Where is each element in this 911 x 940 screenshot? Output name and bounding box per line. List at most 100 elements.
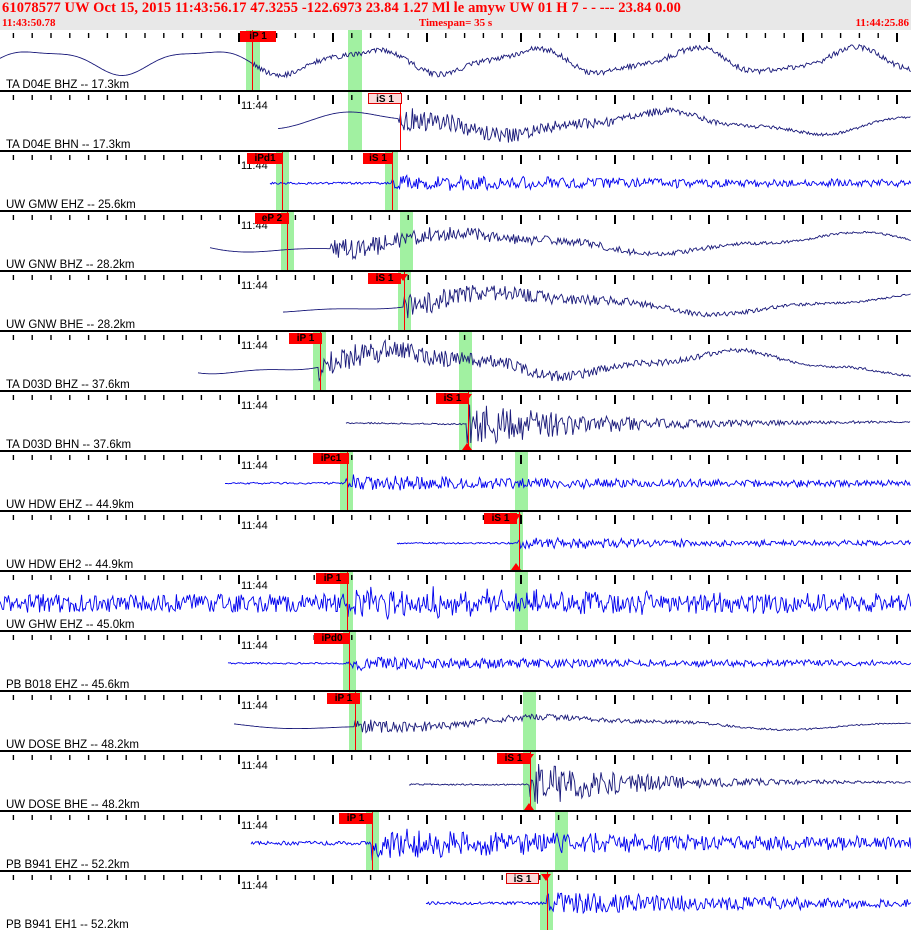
pick-amplitude-marker bbox=[511, 563, 521, 570]
arrival-window-band bbox=[459, 332, 472, 390]
trace-row[interactable]: 11:44 iS 1 UW GNW BHE -- 28.2km bbox=[0, 270, 911, 330]
time-axis-ticks bbox=[0, 452, 911, 464]
arrival-window-band bbox=[515, 572, 528, 630]
trace-row[interactable]: 11:44 iS 1 TA D03D BHN -- 37.6km bbox=[0, 390, 911, 450]
waveform-plot bbox=[0, 272, 911, 330]
time-axis-ticks bbox=[0, 872, 911, 884]
pick-marker-line[interactable] bbox=[349, 632, 350, 690]
pick-marker-line[interactable] bbox=[547, 872, 548, 930]
waveform-plot bbox=[0, 92, 911, 150]
pick-label[interactable]: iP 1 bbox=[289, 333, 322, 344]
time-axis-ticks bbox=[0, 692, 911, 704]
arrival-window-band bbox=[523, 692, 536, 750]
pick-amplitude-marker bbox=[524, 754, 534, 761]
trace-row[interactable]: 11:44 eP 2 UW GNW BHZ -- 28.2km bbox=[0, 210, 911, 270]
pick-label[interactable]: iPd0 bbox=[314, 633, 350, 644]
time-axis-ticks bbox=[0, 272, 911, 284]
time-tick-label: 11:44 bbox=[241, 820, 268, 832]
channel-label: UW HDW EH2 -- 44.9km bbox=[6, 559, 134, 570]
pick-marker-line[interactable] bbox=[282, 152, 283, 210]
pick-label[interactable]: iS 1 bbox=[497, 753, 530, 764]
timespan-label: Timespan= 35 s bbox=[418, 17, 493, 29]
time-axis-ticks bbox=[0, 92, 911, 104]
pick-label[interactable]: iS 1 bbox=[484, 513, 517, 524]
waveform-plot bbox=[0, 332, 911, 390]
trace-row[interactable]: 11:44 iS 1 PB B941 EH1 -- 52.2km bbox=[0, 870, 911, 930]
waveform-plot bbox=[0, 452, 911, 510]
event-header-bar: 61078577 UW Oct 15, 2015 11:43:56.17 47.… bbox=[0, 0, 911, 30]
time-axis-ticks bbox=[0, 152, 911, 164]
channel-label: TA D03D BHN -- 37.6km bbox=[6, 439, 132, 450]
trace-row[interactable]: 11:44 iP 1 TA D03D BHZ -- 37.6km bbox=[0, 330, 911, 390]
pick-label[interactable]: eP 2 bbox=[255, 213, 289, 224]
trace-row[interactable]: 11:44 iP 1 UW DOSE BHZ -- 48.2km bbox=[0, 690, 911, 750]
time-axis-ticks bbox=[0, 212, 911, 224]
waveform-plot bbox=[0, 692, 911, 750]
pick-marker-line[interactable] bbox=[404, 272, 405, 330]
trace-row[interactable]: 11:44 iS 1 TA D04E BHN -- 17.3km bbox=[0, 90, 911, 150]
trace-row[interactable]: 11:44 iPd0 PB B018 EHZ -- 45.6km bbox=[0, 630, 911, 690]
pick-label[interactable]: iS 1 bbox=[368, 93, 402, 105]
arrival-window-band bbox=[340, 572, 353, 630]
channel-label: UW DOSE BHE -- 48.2km bbox=[6, 799, 140, 810]
pick-label[interactable]: iS 1 bbox=[436, 393, 469, 404]
time-axis-ticks bbox=[0, 30, 911, 42]
pick-label[interactable]: iS 1 bbox=[506, 873, 539, 885]
pick-label[interactable]: iP 1 bbox=[316, 573, 349, 584]
trace-row[interactable]: 11:44 iS 1 UW DOSE BHE -- 48.2km bbox=[0, 750, 911, 810]
channel-label: UW GNW BHE -- 28.2km bbox=[6, 319, 136, 330]
waveform-plot bbox=[0, 392, 911, 450]
pick-marker-line[interactable] bbox=[530, 752, 531, 810]
pick-label[interactable]: iP 1 bbox=[327, 693, 360, 704]
time-tick-label: 11:44 bbox=[241, 700, 268, 712]
pick-marker-line[interactable] bbox=[287, 212, 288, 270]
channel-label: UW GNW BHZ -- 28.2km bbox=[6, 259, 135, 270]
waveform-plot bbox=[0, 512, 911, 570]
time-axis-ticks bbox=[0, 632, 911, 644]
pick-marker-line[interactable] bbox=[355, 692, 356, 750]
time-tick-label: 11:44 bbox=[241, 460, 268, 472]
channel-label: UW HDW EHZ -- 44.9km bbox=[6, 499, 134, 510]
trace-row[interactable]: iP 1 TA D04E BHZ -- 17.3km bbox=[0, 30, 911, 90]
trace-row[interactable]: 11:44 iP 1 PB B941 EHZ -- 52.2km bbox=[0, 810, 911, 870]
pick-marker-line[interactable] bbox=[468, 392, 469, 450]
pick-marker-line[interactable] bbox=[400, 92, 401, 150]
pick-label[interactable]: iS 1 bbox=[368, 273, 401, 284]
window-end-time: 11:44:25.86 bbox=[855, 17, 909, 29]
arrival-window-band bbox=[400, 212, 413, 270]
time-axis-ticks bbox=[0, 512, 911, 524]
pick-marker-line[interactable] bbox=[519, 512, 520, 570]
time-tick-label: 11:44 bbox=[241, 760, 268, 772]
pick-label[interactable]: iPd1 bbox=[247, 153, 283, 164]
pick-marker-line[interactable] bbox=[252, 30, 253, 90]
waveform-plot bbox=[0, 212, 911, 270]
time-axis-ticks bbox=[0, 812, 911, 824]
time-axis-ticks bbox=[0, 752, 911, 764]
pick-label[interactable]: iS 1 bbox=[363, 153, 393, 164]
event-summary-line: 61078577 UW Oct 15, 2015 11:43:56.17 47.… bbox=[2, 0, 681, 16]
arrival-window-band bbox=[523, 752, 536, 810]
time-tick-label: 11:44 bbox=[241, 880, 268, 892]
trace-row[interactable]: 11:44 iPd1 iS 1 UW GMW EHZ -- 25.6km bbox=[0, 150, 911, 210]
pick-marker-line[interactable] bbox=[372, 812, 373, 870]
trace-row[interactable]: 11:44 iP 1 UW GHW EHZ -- 45.0km bbox=[0, 570, 911, 630]
pick-marker-line[interactable] bbox=[347, 452, 348, 510]
trace-row[interactable]: 11:44 iS 1 UW HDW EH2 -- 44.9km bbox=[0, 510, 911, 570]
waveform-plot bbox=[0, 812, 911, 870]
waveform-plot bbox=[0, 872, 911, 930]
pick-label[interactable]: iP 1 bbox=[339, 813, 372, 824]
time-tick-label: 11:44 bbox=[241, 400, 268, 412]
channel-label: TA D04E BHN -- 17.3km bbox=[6, 139, 131, 150]
trace-row[interactable]: 11:44 iPc1 UW HDW EHZ -- 44.9km bbox=[0, 450, 911, 510]
time-axis-ticks bbox=[0, 572, 911, 584]
arrival-window-band bbox=[313, 332, 326, 390]
pick-label[interactable]: iPc1 bbox=[313, 453, 349, 464]
pick-marker-line[interactable] bbox=[392, 152, 393, 210]
waveform-plot bbox=[0, 632, 911, 690]
arrival-window-band bbox=[348, 92, 362, 150]
pick-amplitude-marker bbox=[541, 874, 551, 881]
pick-label[interactable]: iP 1 bbox=[240, 31, 276, 42]
pick-marker-line[interactable] bbox=[320, 332, 321, 390]
pick-marker-line[interactable] bbox=[347, 572, 348, 630]
